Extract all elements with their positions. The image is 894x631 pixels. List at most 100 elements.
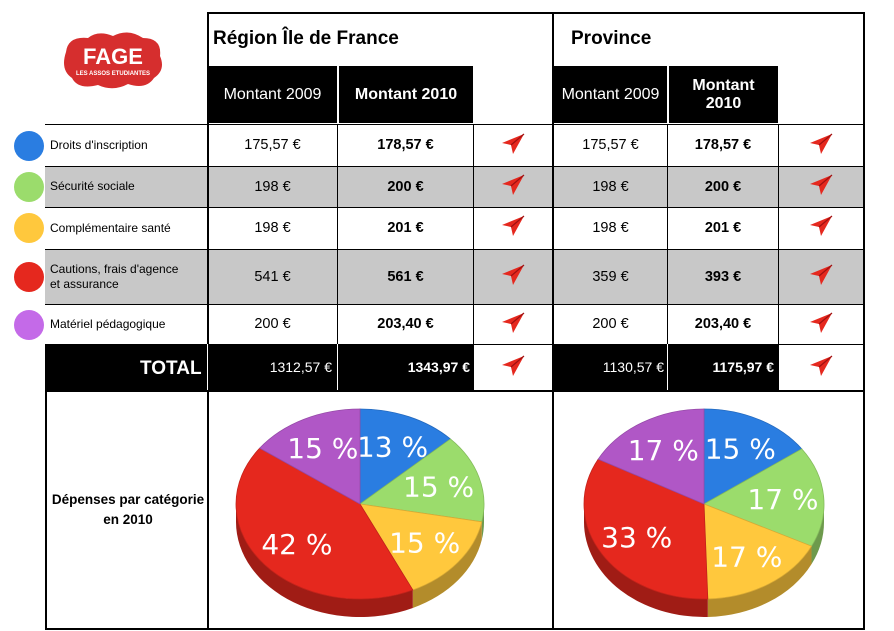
row-label-cautions: Cautions, frais d'agence et assurance [50,262,178,292]
row-label-materiel: Matériel pédagogique [50,317,166,331]
pie-slice-label: 15 % [403,471,474,504]
header-prov-2010-label: Montant 2010 [692,76,755,112]
legend-dot-materiel [14,310,44,340]
grid-line [473,124,474,390]
prov-2009-complementaire: 198 € [592,220,629,236]
depenses-label-line1: Dépenses par catégorie [51,492,205,507]
grid-line [337,124,338,390]
idf-2009-inscription: 175,57 € [244,137,301,153]
pie-slice-label: 15 % [287,432,358,465]
pie-slice [583,458,709,600]
prov-2010-cautions: 393 € [704,268,742,285]
pie-slice-label: 33 % [601,521,672,554]
increase-arrow-icon [810,264,833,285]
total-prov-2010: 1175,97 € [712,359,774,375]
idf-2010-securite: 200 € [387,178,424,195]
pie-slice-label: 13 % [357,430,428,463]
increase-arrow-icon [502,174,525,195]
pie-slice [235,447,414,600]
idf-2009-cautions: 541 € [254,268,291,285]
increase-arrow-icon [810,174,833,195]
region-title-idf: Région Île de France [213,28,399,49]
pie-slice [358,438,485,523]
pie-slice-label: 17 % [711,541,782,574]
depenses-label: Dépenses par catégorie en 2010 [48,490,208,530]
idf-2010-complementaire: 201 € [387,220,424,236]
grid-line [207,12,865,14]
row-band-cautions [45,249,865,304]
total-bar-idf [45,344,474,390]
header-idf-2010: Montant 2010 [339,66,473,123]
grid-line [667,124,668,390]
header-prov-2010: Montant 2010 [669,66,778,123]
prov-2009-securite: 198 € [592,178,629,195]
pie-slice-side [236,504,413,617]
pie-slice [703,503,813,600]
grid-line [778,124,779,390]
grid-line [552,12,554,630]
header-prov-2009: Montant 2009 [554,66,667,123]
legend-dot-complementaire [14,213,44,243]
total-idf-2009: 1312,57 € [269,359,332,375]
idf-2010-inscription: 178,57 € [377,137,434,153]
pie-slice [359,408,452,505]
grid-line [45,166,865,167]
prov-2010-materiel: 203,40 € [694,316,752,332]
idf-2010-materiel: 203,40 € [377,316,434,332]
total-idf-2010: 1343,97 € [407,359,470,375]
increase-arrow-icon [810,355,833,376]
region-title-province: Province [571,28,652,49]
pie-slice-label: 15 % [705,432,776,465]
increase-arrow-icon [502,355,525,376]
total-prov-2009: 1130,57 € [602,359,664,375]
row-label-complementaire: Complémentaire santé [50,221,171,235]
grid-line [45,304,865,305]
idf-2009-complementaire: 198 € [254,220,291,236]
grid-line [207,12,209,630]
total-label: TOTAL [140,358,202,379]
grid-line [863,12,865,630]
pie-slice [703,408,803,505]
row-label-securite: Sécurité sociale [50,179,135,193]
grid-line [337,344,338,390]
prov-2010-inscription: 178,57 € [694,137,752,153]
logo-text: FAGE [83,44,143,69]
grid-line [45,249,865,250]
grid-line [45,207,865,208]
total-bar-prov [553,344,779,390]
pie-slice [703,448,825,547]
increase-arrow-icon [502,133,525,154]
pie-slice-side [412,521,482,608]
pie-slice-side [707,546,812,617]
pie-slice-side [584,504,708,617]
pie-chart-province: 15 %17 %17 %33 %17 % [583,408,825,617]
increase-arrow-icon [810,215,833,236]
idf-2009-securite: 198 € [254,178,291,195]
increase-arrow-icon [810,312,833,333]
pie-chart-idf: 13 %15 %15 %42 %15 % [235,408,485,617]
legend-dot-cautions [14,262,44,292]
grid-line [45,390,865,392]
grid-line [45,628,865,630]
increase-arrow-icon [502,264,525,285]
pie-slice-label: 42 % [261,528,332,561]
pie-slice-side [811,504,824,565]
grid-line [45,124,865,125]
prov-2010-complementaire: 201 € [704,220,742,236]
legend-dot-securite [14,172,44,202]
pie-slice [359,503,483,591]
row-label-cautions-line2: et assurance [50,277,119,291]
idf-2010-cautions: 561 € [387,268,424,285]
grid-line [45,390,47,630]
prov-2010-securite: 200 € [704,178,742,195]
pie-slice [259,408,361,505]
fage-logo: FAGE LES ASSOS ETUDIANTES [64,32,162,89]
increase-arrow-icon [810,133,833,154]
prov-2009-cautions: 359 € [592,268,629,285]
pie-slice-label: 17 % [747,483,818,516]
idf-2009-materiel: 200 € [254,316,291,332]
depenses-label-line2: en 2010 [103,512,153,527]
increase-arrow-icon [502,312,525,333]
row-band-securite [45,166,865,207]
pie-slice [597,408,705,505]
